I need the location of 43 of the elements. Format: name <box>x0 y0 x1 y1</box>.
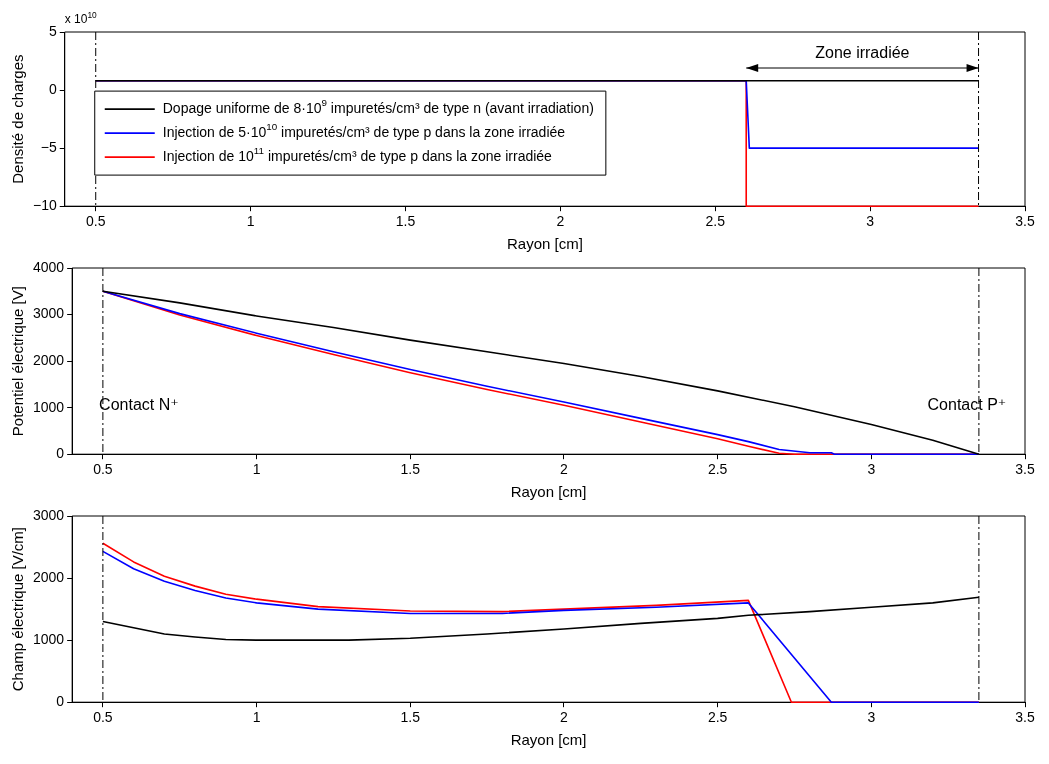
y-tick-label: 5 <box>48 22 57 39</box>
y-tick-label: 0 <box>56 693 65 710</box>
annotation: Contact P⁺ <box>927 396 1007 414</box>
y-tick-label: 0 <box>48 80 57 97</box>
y-tick-label: 2000 <box>32 351 65 368</box>
x-tick-label: 2 <box>560 709 569 726</box>
x-tick-label: 2.5 <box>705 213 726 230</box>
y-tick-label: 2000 <box>32 568 65 585</box>
y-axis-title: Champ électrique [V/cm] <box>9 526 27 692</box>
x-tick-label: 0.5 <box>85 213 106 230</box>
y-tick-label: 3000 <box>32 305 65 322</box>
annotation: Zone irradiée <box>815 44 910 62</box>
x-axis-title: Rayon [cm] <box>510 483 587 501</box>
x-tick-label: 1.5 <box>395 213 416 230</box>
x-tick-label: 2 <box>560 461 569 478</box>
y-tick-label: −10 <box>33 197 57 214</box>
x-axis-title: Rayon [cm] <box>510 731 587 749</box>
y-tick-label: 1000 <box>32 630 65 647</box>
x-tick-label: 2 <box>556 213 565 230</box>
x-tick-label: 1 <box>246 213 255 230</box>
y-tick-label: −5 <box>40 138 57 155</box>
y-tick-label: 4000 <box>32 258 65 275</box>
x-tick-label: 2.5 <box>707 709 728 726</box>
x-tick-label: 3 <box>866 213 875 230</box>
x-axis-title: Rayon [cm] <box>506 235 583 253</box>
x-tick-label: 1.5 <box>400 461 421 478</box>
x-tick-label: 3.5 <box>1015 213 1035 230</box>
y-axis-title: Densité de charges <box>9 54 27 184</box>
annotation: Contact N⁺ <box>99 396 179 414</box>
x-tick-label: 3 <box>867 709 876 726</box>
x-tick-label: 1 <box>252 709 261 726</box>
x-tick-label: 3.5 <box>1015 709 1035 726</box>
x-tick-label: 0.5 <box>93 461 113 478</box>
x-tick-label: 1.5 <box>400 709 421 726</box>
y-tick-label: 3000 <box>32 506 65 523</box>
x-tick-label: 3 <box>867 461 876 478</box>
x-tick-label: 2.5 <box>707 461 728 478</box>
x-tick-label: 0.5 <box>93 709 113 726</box>
y-tick-label: 1000 <box>32 398 65 415</box>
x-tick-label: 3.5 <box>1015 461 1035 478</box>
y-axis-title: Potentiel électrique [V] <box>9 286 27 437</box>
y-tick-label: 0 <box>56 445 65 462</box>
x-tick-label: 1 <box>252 461 261 478</box>
